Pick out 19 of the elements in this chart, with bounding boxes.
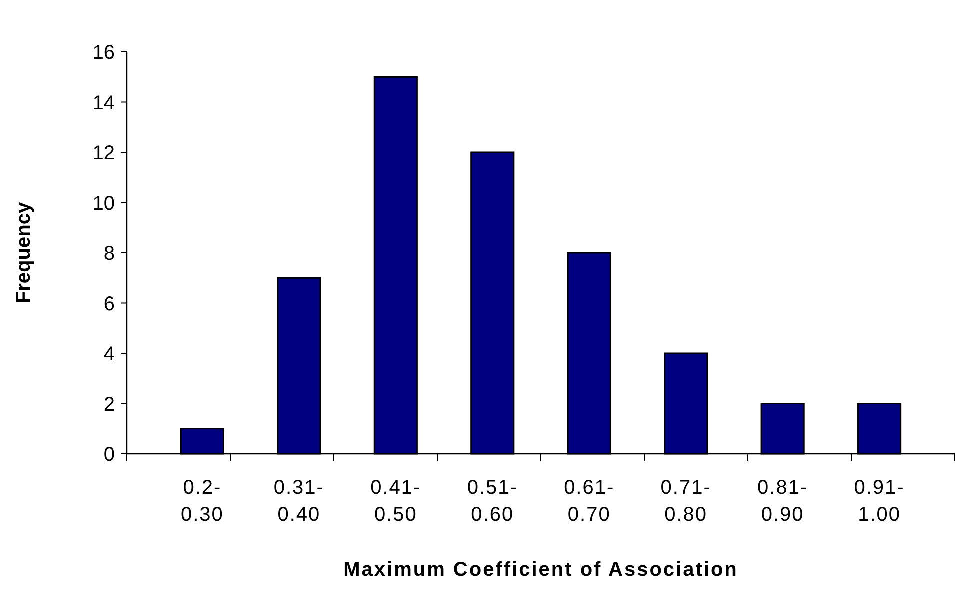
y-tick-label: 4 bbox=[104, 344, 115, 366]
x-tick-label: 0.2- 0.30 bbox=[180, 477, 224, 526]
y-tick-label: 14 bbox=[92, 92, 115, 114]
x-tick-label: 0.41- 0.50 bbox=[370, 477, 422, 526]
x-tick-label: 0.61- 0.70 bbox=[564, 477, 615, 526]
x-tick-label: 0.31- 0.40 bbox=[274, 477, 324, 526]
y-tick-label: 6 bbox=[104, 293, 115, 316]
y-tick-label: 12 bbox=[92, 142, 115, 164]
x-tick-label: 0.71- 0.80 bbox=[660, 477, 712, 526]
x-tick-label: 0.51- 0.60 bbox=[467, 477, 518, 526]
y-axis-title: Frequency bbox=[13, 202, 35, 304]
y-tick-label: 0 bbox=[104, 444, 115, 466]
y-tick-label: 10 bbox=[92, 192, 115, 215]
x-tick-label: 0.81- 0.90 bbox=[758, 477, 808, 526]
x-axis-title: Maximum Coefficient of Association bbox=[344, 559, 738, 581]
y-tick-label: 16 bbox=[92, 42, 115, 64]
y-tick-label: 2 bbox=[104, 394, 115, 416]
y-tick-label: 8 bbox=[104, 243, 115, 265]
x-tick-label: 0.91- 1.00 bbox=[854, 477, 905, 526]
